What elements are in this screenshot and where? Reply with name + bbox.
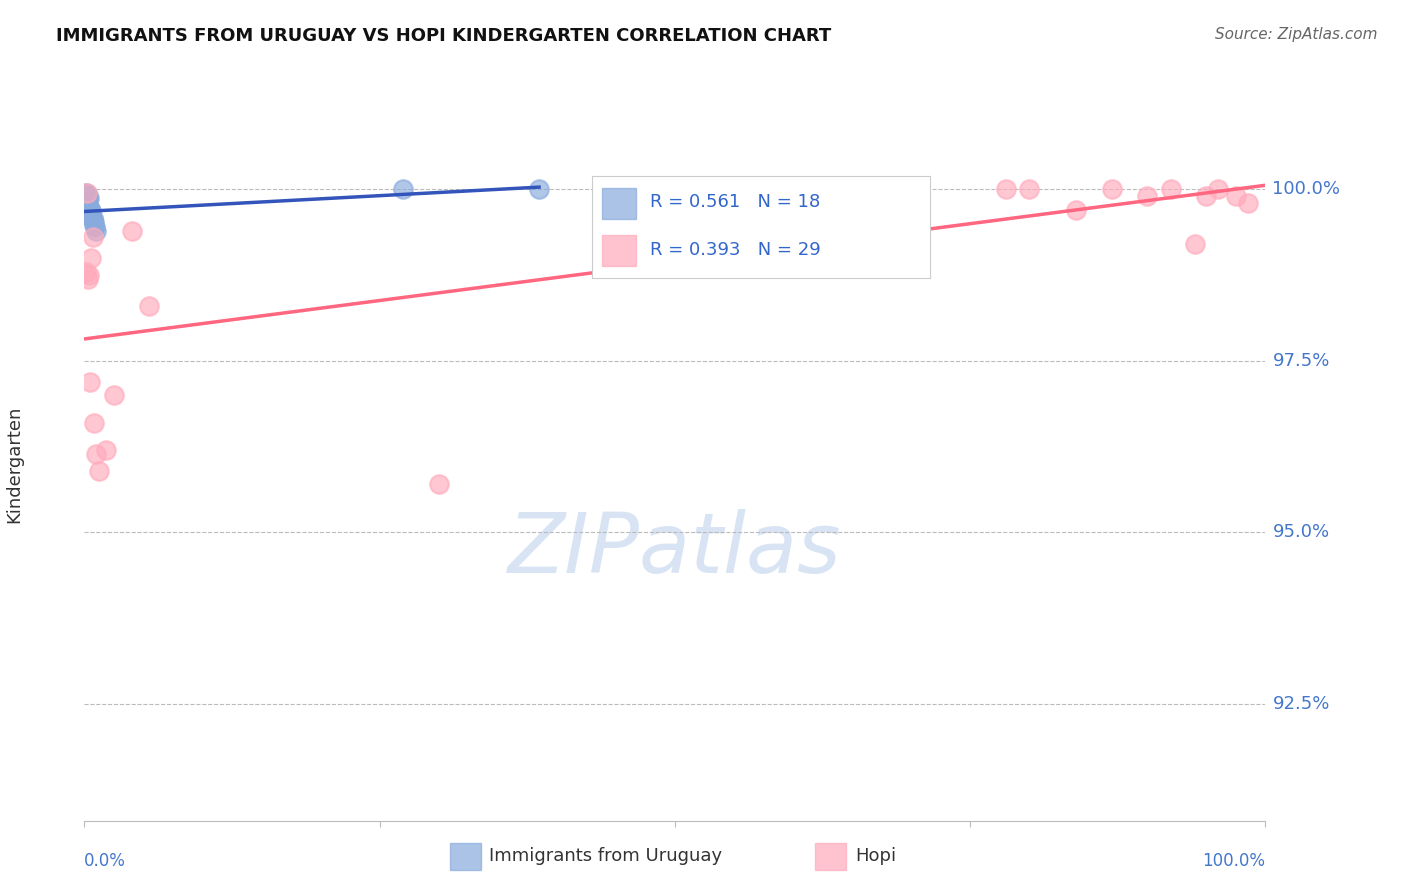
Point xyxy=(79,375,101,389)
Text: 0.0%: 0.0% xyxy=(84,852,127,870)
Point xyxy=(84,223,107,237)
Point xyxy=(82,230,104,244)
Text: 97.5%: 97.5% xyxy=(1272,352,1330,370)
Point xyxy=(876,182,898,196)
Point xyxy=(94,443,117,458)
Point xyxy=(1160,182,1182,196)
Text: Kindergarten: Kindergarten xyxy=(6,405,22,523)
Point xyxy=(121,223,143,237)
Point xyxy=(1101,182,1123,196)
Text: Hopi: Hopi xyxy=(855,847,896,865)
Point xyxy=(75,186,97,200)
Point xyxy=(83,215,105,229)
Point xyxy=(77,193,100,207)
Point xyxy=(427,477,450,491)
Point xyxy=(80,206,103,220)
Point xyxy=(76,186,98,200)
Bar xyxy=(602,235,636,266)
Text: 92.5%: 92.5% xyxy=(1272,695,1330,713)
Point xyxy=(1018,182,1040,196)
Point xyxy=(79,202,101,216)
Text: ZIPatlas: ZIPatlas xyxy=(508,509,842,590)
Text: R = 0.393   N = 29: R = 0.393 N = 29 xyxy=(650,241,820,259)
Point xyxy=(77,191,100,205)
Point xyxy=(84,220,107,235)
Point xyxy=(76,187,98,202)
Point xyxy=(1236,196,1258,211)
Point xyxy=(77,268,100,282)
Point xyxy=(782,189,804,203)
Point xyxy=(83,416,105,430)
Point xyxy=(84,446,107,460)
Point xyxy=(75,265,97,279)
Point xyxy=(87,464,110,478)
Point xyxy=(80,210,103,224)
Point xyxy=(527,182,550,196)
Point xyxy=(1206,182,1229,196)
Point xyxy=(77,200,100,214)
Text: 100.0%: 100.0% xyxy=(1202,852,1265,870)
Point xyxy=(1195,189,1218,203)
Point xyxy=(1136,189,1159,203)
Point xyxy=(82,213,104,227)
Point xyxy=(1066,202,1088,217)
Point xyxy=(392,182,415,196)
Bar xyxy=(602,188,636,219)
Text: 95.0%: 95.0% xyxy=(1272,524,1330,541)
Text: IMMIGRANTS FROM URUGUAY VS HOPI KINDERGARTEN CORRELATION CHART: IMMIGRANTS FROM URUGUAY VS HOPI KINDERGA… xyxy=(56,27,831,45)
Point xyxy=(1184,237,1206,252)
Text: Source: ZipAtlas.com: Source: ZipAtlas.com xyxy=(1215,27,1378,42)
Point xyxy=(1225,189,1247,203)
Text: R = 0.561   N = 18: R = 0.561 N = 18 xyxy=(650,194,820,211)
Point xyxy=(688,258,710,272)
Point xyxy=(80,251,103,265)
Point xyxy=(994,182,1017,196)
Point xyxy=(82,211,104,226)
Text: Immigrants from Uruguay: Immigrants from Uruguay xyxy=(489,847,723,865)
Point xyxy=(77,189,100,203)
Point xyxy=(103,388,125,402)
Text: 100.0%: 100.0% xyxy=(1272,180,1340,198)
Point xyxy=(138,299,160,313)
Point xyxy=(80,204,103,219)
Point xyxy=(77,271,100,285)
Point xyxy=(83,218,105,232)
